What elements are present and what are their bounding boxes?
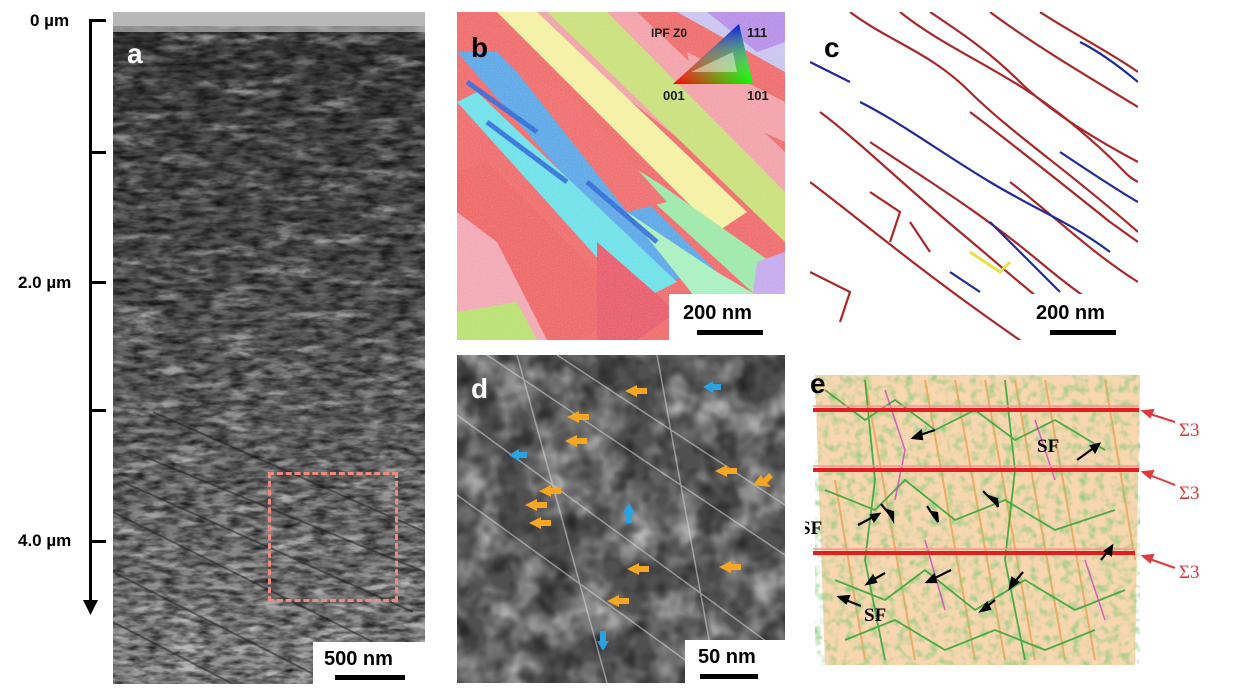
panel-c-scale-bar	[1050, 330, 1116, 335]
panel-b-scale-bar	[697, 330, 763, 335]
panel-a-micrograph	[113, 12, 425, 684]
panel-a-scale-bar	[335, 675, 405, 680]
depth-label-0: 0 µm	[30, 11, 70, 30]
roi-dashed-box	[268, 472, 398, 602]
sf-label-1: SF	[1037, 436, 1060, 457]
depth-label-2: 2.0 µm	[18, 273, 72, 292]
panel-e: e Σ3 Σ3 Σ3 SF SF SF	[805, 360, 1259, 690]
panel-c-letter: c	[824, 32, 840, 63]
panel-c-scale-text: 200 nm	[1036, 302, 1105, 324]
panel-b-letter: b	[471, 32, 489, 63]
sf-label-3: SF	[864, 605, 887, 626]
panel-a-scale-text: 500 nm	[324, 648, 393, 670]
panel-a-scalebar: 500 nm	[313, 642, 425, 684]
ipf-corner-001: 001	[663, 88, 685, 103]
panel-d-letter: d	[471, 373, 489, 404]
panel-c: c 200 nm	[810, 12, 1138, 340]
axis-arrowhead	[83, 600, 98, 615]
tick-4	[89, 540, 106, 543]
panel-a: a 500 nm	[113, 12, 425, 684]
panel-e-simulation	[813, 375, 1176, 665]
ipf-legend-title: IPF Z0	[651, 26, 688, 40]
depth-axis: 0 µm 2.0 µm 4.0 µm	[0, 0, 112, 695]
sf-label-2: SF	[805, 518, 823, 539]
tick-3	[89, 409, 106, 412]
axis-line	[89, 20, 92, 605]
tick-2	[89, 281, 106, 284]
sigma3-label-1: Σ3	[1179, 420, 1200, 441]
sigma3-label-3: Σ3	[1179, 562, 1200, 583]
panel-d-scale-text: 50 nm	[698, 646, 756, 668]
panel-b-ipf-map	[457, 12, 785, 340]
tick-1	[89, 151, 106, 154]
panel-c-scalebar: 200 nm	[1022, 294, 1138, 340]
depth-label-4: 4.0 µm	[18, 531, 72, 550]
panel-d-scale-bar	[700, 674, 758, 679]
panel-d-scalebar: 50 nm	[685, 640, 785, 683]
panel-b-scalebar: 200 nm	[669, 294, 785, 340]
panel-c-boundary-map	[810, 12, 1138, 340]
sigma3-label-2: Σ3	[1179, 483, 1200, 504]
ipf-corner-101: 101	[747, 88, 769, 103]
tick-0	[89, 19, 106, 22]
panel-d-micrograph	[457, 355, 785, 683]
panel-d: d 50 nm	[457, 355, 785, 683]
panel-b: IPF Z0 111 001 101 b 200 nm	[457, 12, 785, 340]
ipf-color-key	[673, 24, 753, 84]
panel-e-letter: e	[810, 368, 826, 399]
panel-b-scale-text: 200 nm	[683, 302, 752, 324]
panel-a-letter: a	[127, 38, 143, 69]
ipf-corner-111: 111	[747, 25, 768, 40]
